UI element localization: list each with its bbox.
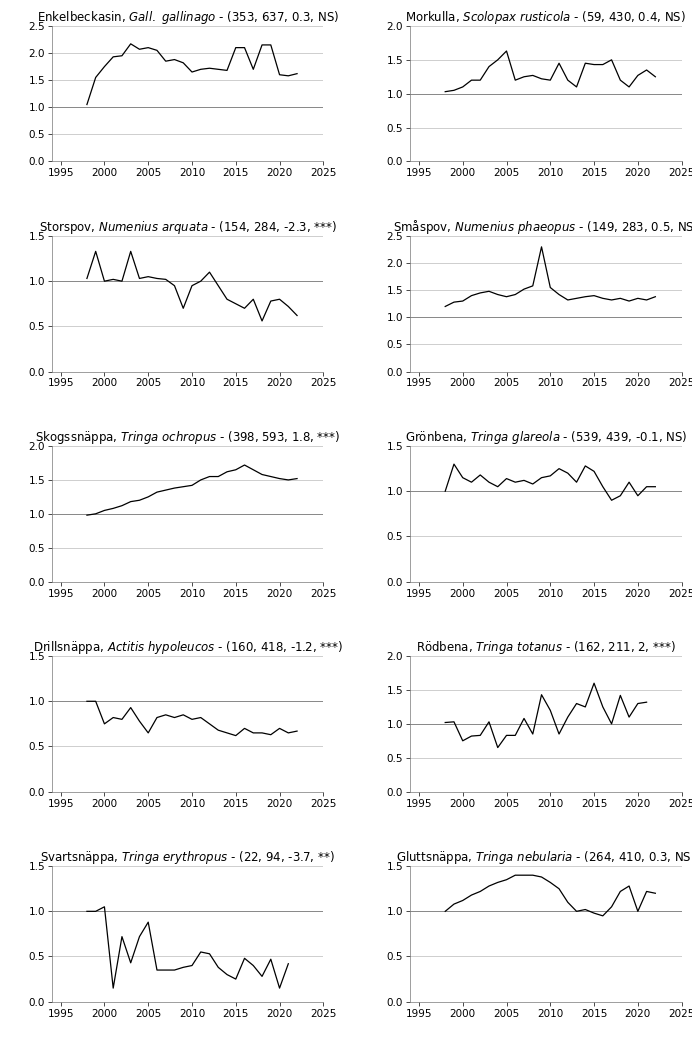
Title: Enkelbeckasin, $\it{Gall.\ gallinago}$ - (353, 637, 0.3, NS): Enkelbeckasin, $\it{Gall.\ gallinago}$ -… — [37, 9, 338, 26]
Title: Gluttsnäppa, $\it{Tringa\ nebularia}$ - (264, 410, 0.3, NS): Gluttsnäppa, $\it{Tringa\ nebularia}$ - … — [396, 849, 692, 866]
Title: Morkulla, $\it{Scolopax\ rusticola}$ - (59, 430, 0.4, NS): Morkulla, $\it{Scolopax\ rusticola}$ - (… — [406, 9, 686, 26]
Title: Drillsnäppa, $\it{Actitis\ hypoleucos}$ - (160, 418, -1.2, ***): Drillsnäppa, $\it{Actitis\ hypoleucos}$ … — [33, 639, 343, 656]
Title: Skogssnäppa, $\it{Tringa\ ochropus}$ - (398, 593, 1.8, ***): Skogssnäppa, $\it{Tringa\ ochropus}$ - (… — [35, 429, 340, 446]
Title: Rödbena, $\it{Tringa\ totanus}$ - (162, 211, 2, ***): Rödbena, $\it{Tringa\ totanus}$ - (162, … — [416, 639, 676, 656]
Title: Grönbena, $\it{Tringa\ glareola}$ - (539, 439, -0.1, NS): Grönbena, $\it{Tringa\ glareola}$ - (539… — [405, 429, 687, 446]
Title: Småspov, $\it{Numenius\ phaeopus}$ - (149, 283, 0.5, NS): Småspov, $\it{Numenius\ phaeopus}$ - (14… — [393, 218, 692, 236]
Title: Svartsnäppa, $\it{Tringa\ erythropus}$ - (22, 94, -3.7, **): Svartsnäppa, $\it{Tringa\ erythropus}$ -… — [40, 849, 335, 866]
Title: Storspov, $\it{Numenius\ arquata}$ - (154, 284, -2.3, ***): Storspov, $\it{Numenius\ arquata}$ - (15… — [39, 219, 336, 236]
